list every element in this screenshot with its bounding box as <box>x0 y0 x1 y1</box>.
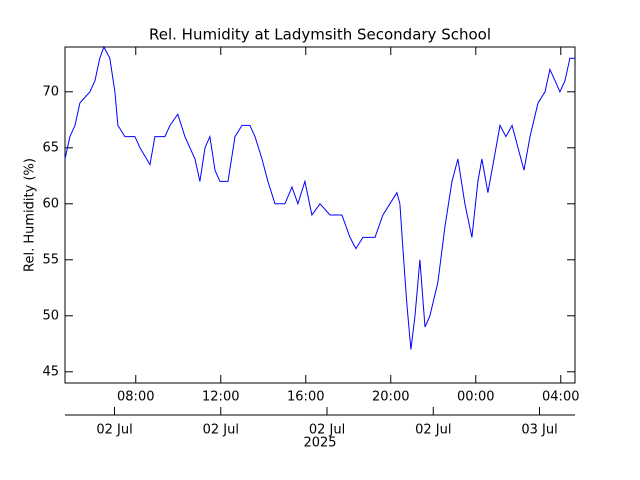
date-tick-label: 02 Jul <box>415 423 451 438</box>
year-label: 2025 <box>303 436 336 451</box>
y-tick-label: 60 <box>42 196 59 211</box>
x-tick-label: 16:00 <box>287 390 324 405</box>
chart-title: Rel. Humidity at Ladymsith Secondary Sch… <box>149 26 491 44</box>
y-tick-label: 65 <box>42 140 59 155</box>
y-tick-label: 55 <box>42 252 59 267</box>
x-tick-label: 08:00 <box>117 390 154 405</box>
x-tick-label: 00:00 <box>457 390 494 405</box>
date-tick-label: 03 Jul <box>521 423 557 438</box>
x-tick-label: 04:00 <box>542 390 579 405</box>
y-axis-label: Rel. Humidity (%) <box>23 158 38 272</box>
y-tick-label: 45 <box>42 364 59 379</box>
y-tick-label: 50 <box>42 308 59 323</box>
date-tick-label: 02 Jul <box>309 423 345 438</box>
date-tick-label: 02 Jul <box>203 423 239 438</box>
y-tick-label: 70 <box>42 84 59 99</box>
plot-frame <box>64 46 576 384</box>
x-tick-label: 12:00 <box>202 390 239 405</box>
x-tick-label: 20:00 <box>372 390 409 405</box>
data-line <box>64 45 575 350</box>
date-tick-label: 02 Jul <box>96 423 132 438</box>
